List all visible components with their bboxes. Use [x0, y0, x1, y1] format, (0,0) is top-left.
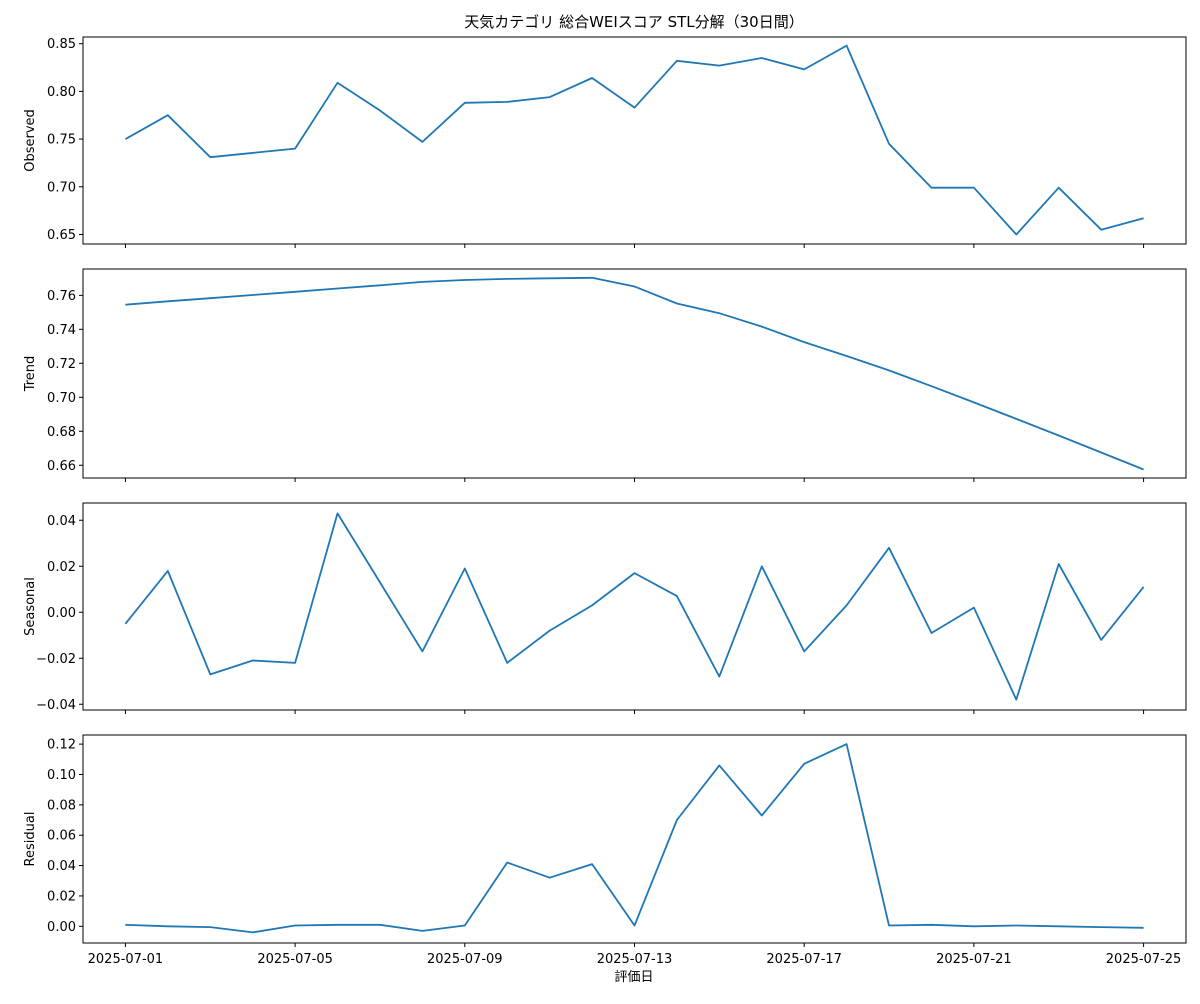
y-tick-label: 0.06	[47, 829, 76, 844]
y-tick-label: 0.04	[47, 859, 76, 874]
axes-frame	[82, 268, 1187, 479]
series-line	[124, 512, 1145, 701]
y-tick-label: −0.04	[36, 698, 76, 713]
axes-frame	[82, 734, 1187, 944]
panels: 0.65 0.70 0.75 0.80 0.85 Observed 0.66 0.68 0.70…	[23, 36, 1187, 967]
series-line	[125, 276, 1144, 471]
y-axis-label: Seasonal	[23, 577, 38, 636]
y-tick-label: 0.72	[47, 357, 76, 372]
y-axis-label: Trend	[23, 356, 38, 393]
y-tick-label: 0.02	[47, 889, 76, 904]
y-tick-label: 0.76	[47, 289, 76, 304]
panel-trend: 0.66 0.68 0.70 0.72 0.74 0.76 Trend	[23, 268, 1187, 482]
panel-seasonal: −0.04 −0.02 0.00 0.02 0.04 Seasonal	[23, 502, 1187, 714]
x-tick-label: 2025-07-09	[427, 952, 503, 967]
y-axis-label: Residual	[23, 812, 38, 867]
panel-residual: 0.00 0.02 0.04 0.06 0.08 0.10 0.12 2025-07-01 20…	[23, 734, 1187, 967]
y-tick-label: 0.85	[47, 37, 76, 52]
x-tick-label: 2025-07-13	[597, 952, 673, 967]
y-axis-label: Observed	[23, 109, 38, 172]
y-tick-label: 0.08	[47, 798, 76, 813]
y-tick-label: 0.02	[47, 560, 76, 575]
y-tick-label: 0.00	[47, 920, 76, 935]
panel-observed: 0.65 0.70 0.75 0.80 0.85 Observed	[23, 36, 1187, 248]
y-tick-label: 0.66	[47, 459, 76, 474]
y-tick-label: 0.80	[47, 85, 76, 100]
y-tick-label: 0.00	[47, 606, 76, 621]
y-tick-label: 0.75	[47, 133, 76, 148]
axes-frame	[82, 502, 1187, 711]
x-tick-label: 2025-07-21	[936, 952, 1012, 967]
x-tick-label: 2025-07-01	[88, 952, 164, 967]
y-tick-label: 0.70	[47, 391, 76, 406]
y-tick-label: 0.12	[47, 738, 76, 753]
axes-frame	[82, 36, 1187, 245]
y-tick-label: 0.74	[47, 323, 76, 338]
y-tick-label: 0.65	[47, 228, 76, 243]
series-line	[124, 44, 1144, 236]
x-axis-label: 評価日	[614, 970, 653, 985]
y-tick-label: −0.02	[36, 652, 76, 667]
series-line	[125, 743, 1144, 934]
x-tick-label: 2025-07-05	[257, 952, 333, 967]
figure-title: 天気カテゴリ 総合WEIスコア STL分解（30日間）	[464, 13, 803, 31]
y-tick-label: 0.04	[47, 514, 76, 529]
x-tick-label: 2025-07-17	[766, 952, 842, 967]
y-tick-label: 0.70	[47, 180, 76, 195]
x-tick-label: 2025-07-25	[1106, 952, 1182, 967]
y-tick-label: 0.10	[47, 768, 76, 783]
y-tick-label: 0.68	[47, 425, 76, 440]
